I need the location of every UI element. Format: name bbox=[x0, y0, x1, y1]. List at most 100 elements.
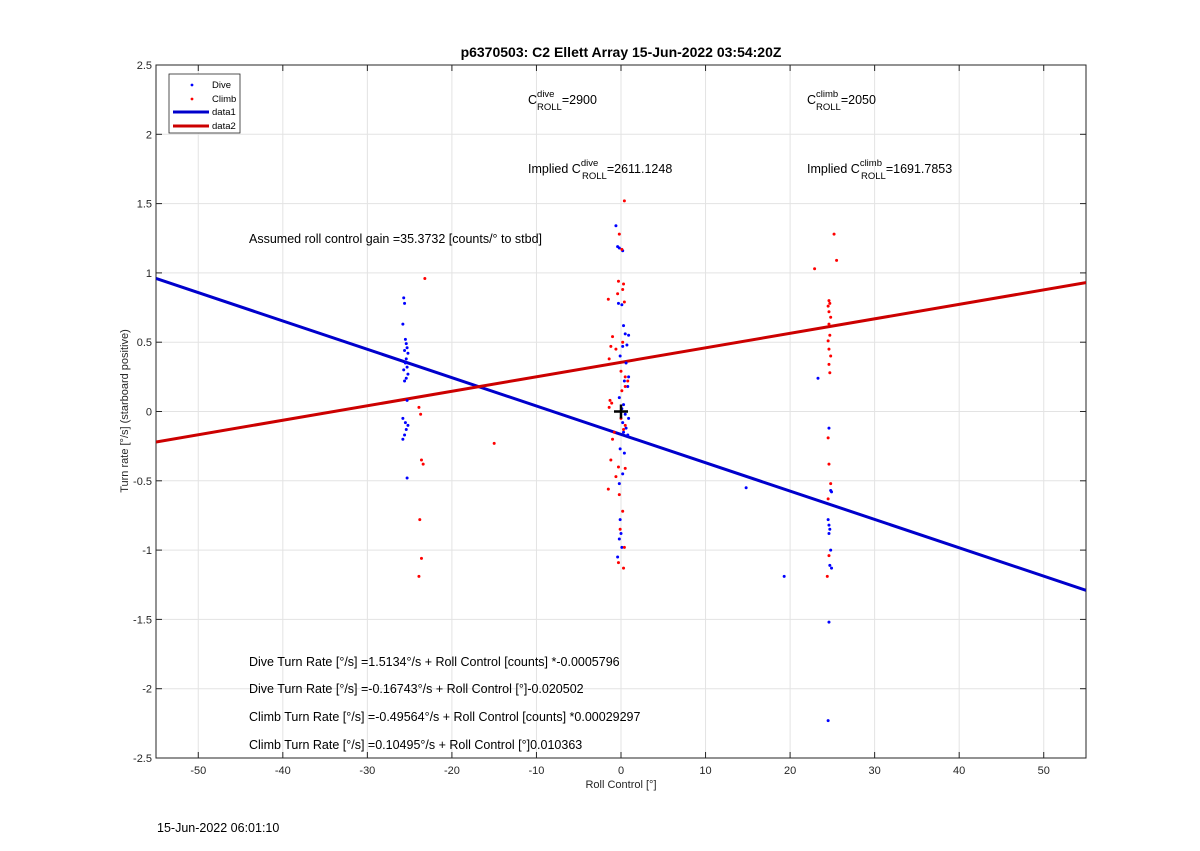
climb-point bbox=[620, 247, 624, 251]
climb-point bbox=[616, 279, 620, 283]
legend-climb-marker bbox=[190, 97, 194, 101]
dive-point bbox=[404, 376, 408, 380]
c-dive-annotation: Cdive ROLL=2900 bbox=[528, 89, 597, 113]
climb-point bbox=[622, 428, 626, 432]
climb-point bbox=[827, 310, 831, 314]
dive-point bbox=[816, 376, 820, 380]
climb-point bbox=[419, 412, 423, 416]
dive-point bbox=[617, 396, 621, 400]
climb-point bbox=[417, 574, 421, 578]
climb-point bbox=[623, 466, 627, 470]
dive-point bbox=[616, 555, 620, 559]
dive-point bbox=[624, 426, 628, 430]
x-tick-label: 0 bbox=[618, 765, 624, 777]
x-tick-label: 50 bbox=[1038, 765, 1050, 777]
fit-line-data1 bbox=[156, 277, 1086, 592]
dive-point bbox=[619, 531, 623, 535]
x-tick-label: 40 bbox=[953, 765, 965, 777]
dive-point bbox=[621, 344, 625, 348]
climb-point bbox=[827, 322, 831, 326]
dive-point bbox=[617, 482, 621, 486]
fit-lines bbox=[156, 277, 1086, 592]
climb-point bbox=[828, 333, 832, 337]
climb-point bbox=[614, 475, 618, 479]
climb-point bbox=[832, 232, 836, 236]
dive-point bbox=[406, 372, 410, 376]
climb-point bbox=[607, 405, 611, 409]
climb-point bbox=[611, 437, 615, 441]
climb-point bbox=[620, 389, 624, 393]
climb-point bbox=[621, 288, 625, 292]
climb-point bbox=[623, 385, 627, 389]
dive-point bbox=[618, 447, 622, 451]
dive-point bbox=[403, 301, 407, 305]
y-tick-label: -2 bbox=[142, 684, 152, 696]
climb-point bbox=[626, 379, 630, 383]
climb-point bbox=[622, 566, 626, 570]
y-tick-label: 2 bbox=[146, 129, 152, 141]
dive-equation-degrees: Dive Turn Rate [°/s] =-0.16743°/s + Roll… bbox=[249, 682, 584, 696]
x-tick-label: 20 bbox=[784, 765, 796, 777]
x-tick-label: -50 bbox=[190, 765, 206, 777]
climb-point bbox=[828, 301, 832, 305]
implied-climb-annotation: Implied Cclimb ROLL=1691.7853 bbox=[807, 158, 952, 182]
climb-point bbox=[829, 315, 833, 319]
climb-point bbox=[827, 347, 831, 351]
dive-point bbox=[626, 433, 630, 437]
print-timestamp: 15-Jun-2022 06:01:10 bbox=[157, 821, 280, 835]
dive-point bbox=[827, 426, 831, 430]
climb-point bbox=[607, 357, 611, 361]
climb-point bbox=[813, 267, 817, 271]
dive-point bbox=[405, 476, 409, 480]
dive-point bbox=[401, 322, 405, 326]
climb-point bbox=[623, 423, 627, 427]
climb-point bbox=[617, 232, 621, 236]
dive-point bbox=[744, 486, 748, 490]
y-axis-ticks: -2.5 -2 -1.5 -1 -0.5 0 0.5 1 1.5 2 2.5 bbox=[133, 60, 1086, 765]
dive-point bbox=[616, 301, 620, 305]
climb-point bbox=[421, 462, 425, 466]
dive-point bbox=[625, 343, 629, 347]
dive-point bbox=[617, 246, 621, 250]
dive-point bbox=[622, 379, 626, 383]
dive-point bbox=[402, 296, 406, 300]
dive-point bbox=[403, 337, 407, 341]
climb-point bbox=[621, 509, 625, 513]
climb-point bbox=[418, 518, 422, 522]
climb-point bbox=[622, 300, 626, 304]
climb-point bbox=[492, 441, 496, 445]
climb-point bbox=[610, 401, 614, 405]
dive-point bbox=[627, 375, 631, 379]
dive-point bbox=[621, 421, 625, 425]
dive-point bbox=[828, 527, 832, 531]
dive-point bbox=[405, 346, 409, 350]
dive-point bbox=[403, 421, 407, 425]
dive-point bbox=[627, 416, 631, 420]
dive-point bbox=[406, 351, 410, 355]
climb-point bbox=[622, 199, 626, 203]
climb-equation-counts: Climb Turn Rate [°/s] =-0.49564°/s + Rol… bbox=[249, 710, 641, 724]
dive-point bbox=[622, 430, 626, 434]
y-tick-label: 0 bbox=[146, 407, 152, 419]
climb-point bbox=[828, 371, 832, 375]
y-tick-label: 1.5 bbox=[137, 199, 152, 211]
climb-point bbox=[609, 458, 613, 462]
roll-gain-annotation: Assumed roll control gain =35.3732 [coun… bbox=[249, 232, 542, 246]
x-tick-label: -30 bbox=[359, 765, 375, 777]
climb-point bbox=[835, 258, 839, 262]
dive-point bbox=[401, 437, 405, 441]
legend-dive-label: Dive bbox=[212, 80, 231, 91]
dive-point bbox=[830, 490, 834, 494]
climb-point bbox=[622, 545, 626, 549]
dive-point bbox=[403, 379, 407, 383]
climb-point bbox=[829, 354, 833, 358]
dive-point bbox=[622, 324, 626, 328]
climb-point bbox=[608, 398, 612, 402]
dive-point bbox=[621, 472, 625, 476]
dive-point bbox=[627, 333, 631, 337]
climb-point bbox=[611, 335, 615, 339]
implied-dive-annotation: Implied Cdive ROLL=2611.1248 bbox=[528, 158, 672, 182]
dive-point bbox=[620, 545, 624, 549]
dive-point bbox=[403, 361, 407, 365]
